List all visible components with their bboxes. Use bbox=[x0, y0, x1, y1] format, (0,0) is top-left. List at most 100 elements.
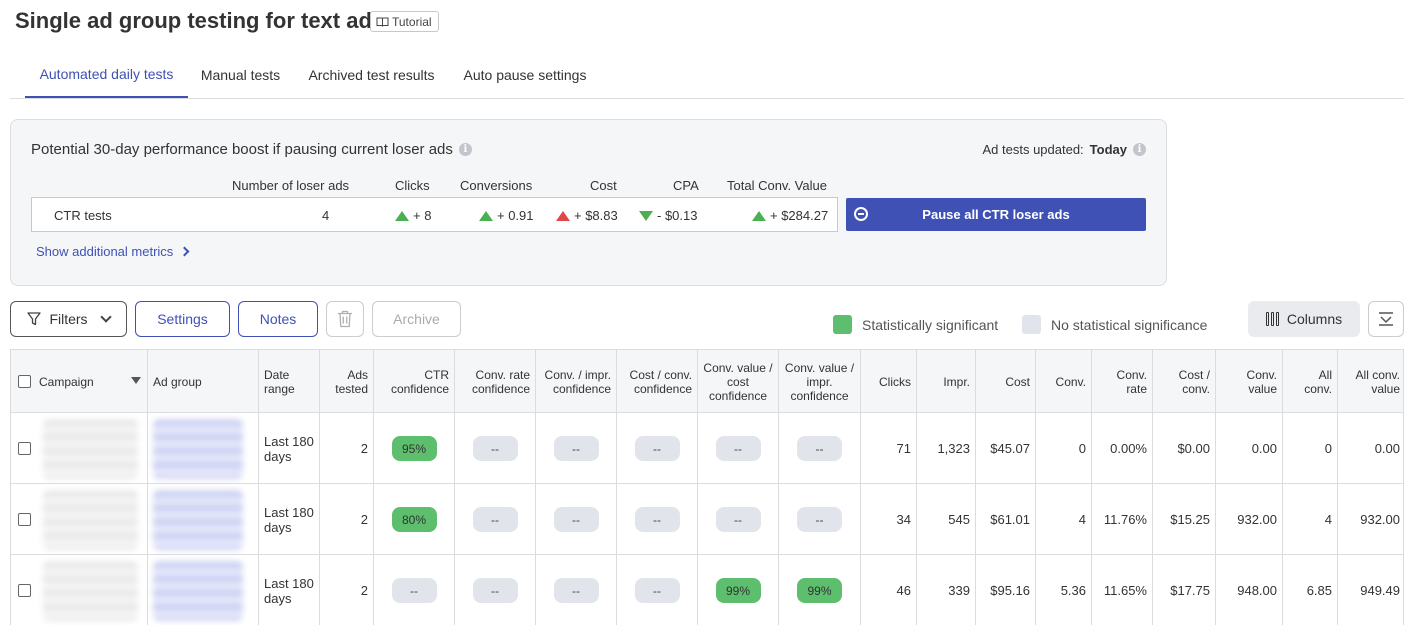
arrow-up-icon bbox=[556, 210, 570, 221]
convval-cost-confidence-cell: 99% bbox=[698, 555, 779, 625]
delete-button[interactable] bbox=[326, 301, 364, 337]
conv-impr-confidence-cell: -- bbox=[536, 555, 617, 625]
filters-button[interactable]: Filters bbox=[10, 301, 127, 337]
header-convval-cost-confidence[interactable]: Conv. value / cost confidence bbox=[698, 350, 779, 413]
show-additional-metrics-link[interactable]: Show additional metrics bbox=[36, 244, 190, 259]
legend-significant-label: Statistically significant bbox=[862, 316, 999, 333]
header-cost[interactable]: Cost bbox=[976, 350, 1036, 413]
confidence-pill: -- bbox=[715, 436, 761, 461]
tutorial-button[interactable]: Tutorial bbox=[370, 11, 439, 32]
row-checkbox[interactable] bbox=[18, 584, 31, 597]
convval-impr-confidence-cell: -- bbox=[779, 484, 861, 555]
tab-bar: Automated daily tests Manual tests Archi… bbox=[10, 52, 1404, 99]
tab-archived-test-results[interactable]: Archived test results bbox=[308, 67, 435, 83]
confidence-pill: -- bbox=[797, 507, 842, 532]
confidence-pill: -- bbox=[634, 578, 680, 603]
header-ctr-confidence[interactable]: CTR confidence bbox=[374, 350, 455, 413]
cost-conv-confidence-cell: -- bbox=[617, 555, 698, 625]
header-all-conv-value[interactable]: All conv. value bbox=[1355, 367, 1400, 396]
confidence-pill: -- bbox=[472, 436, 518, 461]
header-all-conv[interactable]: All conv. bbox=[1283, 350, 1338, 413]
ad-group-name-redacted[interactable] bbox=[153, 489, 243, 550]
settings-button[interactable]: Settings bbox=[135, 301, 230, 337]
clicks-cell: 34 bbox=[861, 484, 917, 555]
conv-rate-cell: 11.65% bbox=[1092, 555, 1153, 625]
header-campaign[interactable]: Campaign bbox=[11, 350, 148, 413]
cost-conv-cell: $17.75 bbox=[1153, 555, 1216, 625]
all-conv-value-cell: 932.00 bbox=[1360, 512, 1400, 527]
ctr-confidence-cell: 80% bbox=[374, 484, 455, 555]
ads-tested-cell: 2 bbox=[320, 555, 374, 625]
info-icon[interactable]: i bbox=[1133, 143, 1146, 156]
all-conv-cell: 6.85 bbox=[1283, 555, 1338, 625]
clicks-cell: 71 bbox=[861, 413, 917, 484]
header-conv[interactable]: Conv. bbox=[1036, 350, 1092, 413]
confidence-pill: -- bbox=[634, 436, 680, 461]
ctr-tests-row: CTR tests 4 + 8 + 0.91 + $8.83 - $0.13 +… bbox=[31, 197, 838, 232]
performance-boost-card: Potential 30-day performance boost if pa… bbox=[10, 119, 1167, 286]
sort-desc-icon[interactable] bbox=[131, 377, 141, 384]
header-cpa: CPA bbox=[673, 178, 699, 193]
archive-button[interactable]: Archive bbox=[372, 301, 461, 337]
conv-value-cell: 0.00 bbox=[1216, 413, 1283, 484]
cost-conv-cell: $15.25 bbox=[1153, 484, 1216, 555]
boost-title: Potential 30-day performance boost if pa… bbox=[31, 141, 472, 158]
ad-group-name-redacted[interactable] bbox=[153, 418, 243, 479]
collapse-button[interactable] bbox=[1368, 301, 1404, 337]
notes-button[interactable]: Notes bbox=[238, 301, 318, 337]
impr-cell: 339 bbox=[917, 555, 976, 625]
conv-rate-cell: 0.00% bbox=[1092, 413, 1153, 484]
tab-manual-tests[interactable]: Manual tests bbox=[200, 67, 281, 83]
row-checkbox[interactable] bbox=[18, 513, 31, 526]
campaign-name-redacted[interactable] bbox=[43, 418, 138, 479]
tab-automated-daily-tests[interactable]: Automated daily tests bbox=[25, 52, 188, 98]
header-total-conv-value: Total Conv. Value bbox=[727, 178, 827, 193]
cpa-delta-value: - $0.13 bbox=[657, 208, 698, 223]
tab-auto-pause-settings[interactable]: Auto pause settings bbox=[463, 67, 587, 83]
conv-cell: 5.36 bbox=[1036, 555, 1092, 625]
ad-group-name-redacted[interactable] bbox=[153, 560, 243, 621]
convval-cost-confidence-cell: -- bbox=[698, 413, 779, 484]
conv-cell: 4 bbox=[1036, 484, 1092, 555]
header-date-range[interactable]: Date range bbox=[259, 350, 320, 413]
select-all-checkbox[interactable] bbox=[18, 375, 31, 388]
header-cost-conv[interactable]: Cost / conv. bbox=[1153, 350, 1216, 413]
header-ads-tested[interactable]: Ads tested bbox=[320, 350, 374, 413]
confidence-pill: -- bbox=[797, 436, 842, 461]
table-row[interactable]: Last 180 days 2 95% -- -- -- -- -- 71 1,… bbox=[11, 413, 1403, 484]
confidence-pill: 99% bbox=[797, 578, 842, 603]
pause-all-ctr-loser-ads-button[interactable]: Pause all CTR loser ads bbox=[846, 198, 1146, 231]
header-conversions: Conversions bbox=[460, 178, 533, 193]
header-impr[interactable]: Impr. bbox=[917, 350, 976, 413]
header-conv-impr-confidence[interactable]: Conv. / impr. confidence bbox=[536, 350, 617, 413]
header-conv-value[interactable]: Conv. value bbox=[1216, 350, 1283, 413]
conv-value-cell: 932.00 bbox=[1216, 484, 1283, 555]
confidence-pill: 99% bbox=[715, 578, 761, 603]
header-ad-group[interactable]: Ad group bbox=[148, 350, 259, 413]
table-row[interactable]: Last 180 days 2 -- -- -- -- 99% 99% 46 3… bbox=[11, 555, 1403, 625]
legend-not-significant-label: No statistical significance bbox=[1051, 316, 1208, 333]
cpa-delta: - $0.13 bbox=[639, 208, 697, 223]
header-conv-rate-confidence[interactable]: Conv. rate confidence bbox=[455, 350, 536, 413]
campaign-name-redacted[interactable] bbox=[43, 560, 138, 621]
cost-delta: + $8.83 bbox=[556, 208, 618, 223]
confidence-pill: -- bbox=[634, 507, 680, 532]
ad-group-cell bbox=[148, 484, 259, 555]
campaign-name-redacted[interactable] bbox=[43, 489, 138, 550]
legend-significant: Statistically significant bbox=[833, 315, 998, 334]
header-clicks[interactable]: Clicks bbox=[861, 350, 917, 413]
columns-icon bbox=[1265, 312, 1279, 326]
confidence-pill: 95% bbox=[391, 436, 437, 461]
confidence-pill: -- bbox=[553, 507, 599, 532]
conv-rate-confidence-cell: -- bbox=[455, 413, 536, 484]
header-convval-impr-confidence[interactable]: Conv. value / impr. confidence bbox=[779, 350, 861, 413]
table-row[interactable]: Last 180 days 2 80% -- -- -- -- -- 34 54… bbox=[11, 484, 1403, 555]
header-cost-conv-confidence[interactable]: Cost / conv. confidence bbox=[617, 350, 698, 413]
cost-cell: $45.07 bbox=[976, 413, 1036, 484]
filters-label: Filters bbox=[49, 311, 88, 327]
header-clicks: Clicks bbox=[395, 178, 430, 193]
header-conv-rate[interactable]: Conv. rate bbox=[1092, 350, 1153, 413]
info-icon[interactable]: i bbox=[458, 143, 472, 156]
row-checkbox[interactable] bbox=[18, 442, 31, 455]
columns-button[interactable]: Columns bbox=[1248, 301, 1360, 337]
